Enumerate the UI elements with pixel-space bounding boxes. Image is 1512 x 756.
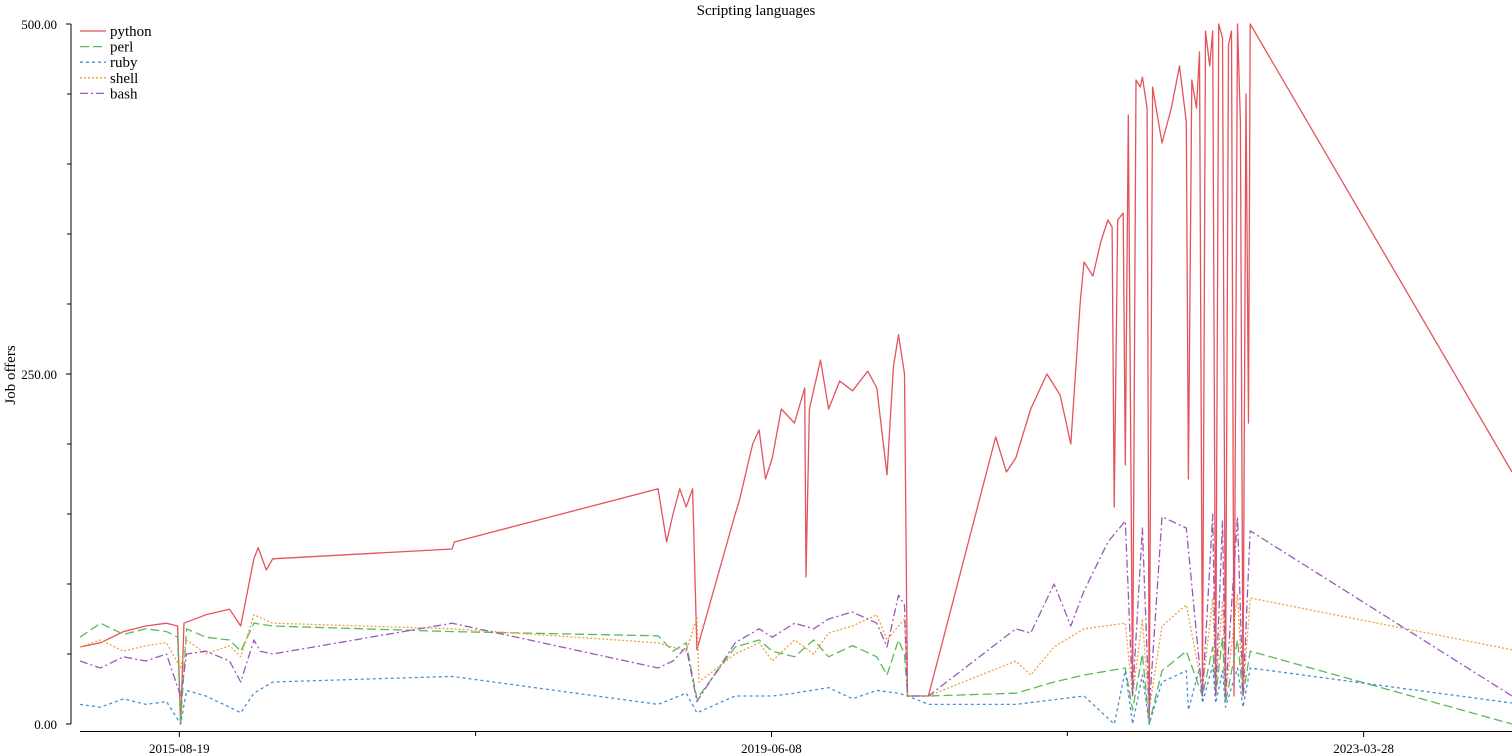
legend-label-ruby: ruby — [110, 55, 138, 71]
series-line-python — [79, 23, 1512, 725]
x-tick-label: 2019-06-08 — [741, 741, 802, 756]
series-line-ruby — [79, 664, 1512, 725]
series-line-perl — [79, 622, 1512, 725]
series-line-shell — [79, 594, 1512, 711]
y-tick-label: 0.00 — [34, 717, 57, 732]
plot-area — [79, 23, 1512, 725]
y-tick-label: 250.00 — [21, 367, 57, 382]
chart-title: Scripting languages — [697, 3, 816, 19]
y-axis-label: Job offers — [3, 345, 19, 404]
legend-label-bash: bash — [110, 86, 138, 102]
series-line-bash — [79, 513, 1512, 711]
y-axis-ticks: 0.00 250.00 500.00 — [21, 17, 71, 732]
legend-label-shell: shell — [110, 71, 138, 87]
x-tick-label: 2015-08-19 — [149, 741, 210, 756]
legend-label-perl: perl — [110, 40, 133, 56]
x-tick-label: 2023-03-28 — [1333, 741, 1394, 756]
y-tick-label: 500.00 — [21, 17, 57, 32]
legend-label-python: python — [110, 24, 152, 40]
x-axis-ticks: 2015-08-19 2019-06-08 2023-03-28 — [149, 731, 1394, 756]
